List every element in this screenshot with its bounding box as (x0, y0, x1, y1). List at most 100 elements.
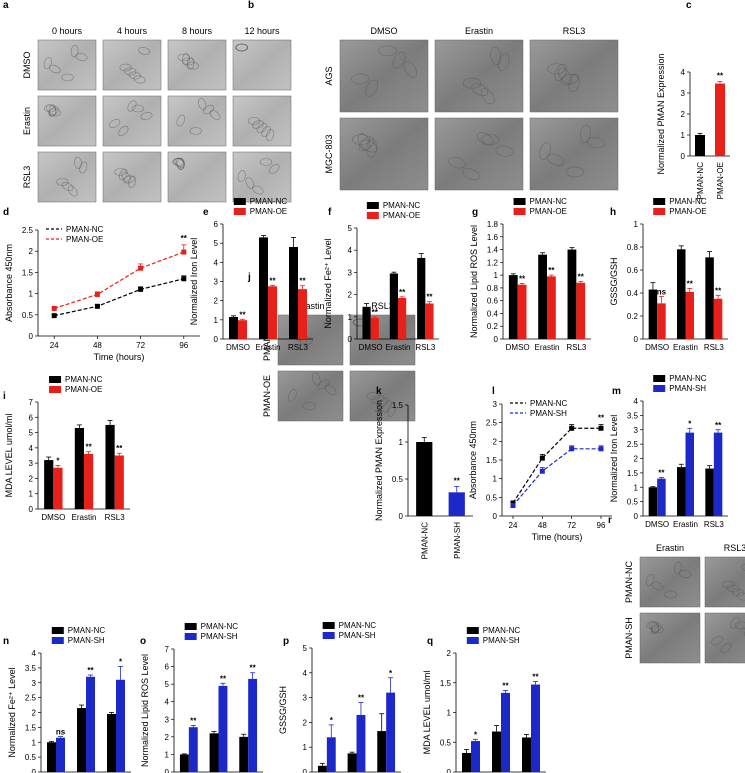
data-point (598, 446, 604, 452)
micrograph-frame (529, 117, 619, 191)
micrograph-image (434, 117, 524, 191)
micrograph-texture (186, 57, 195, 70)
significance-mark: ** (715, 421, 722, 430)
y-tick-label: 0 (348, 335, 353, 344)
micrograph-row-label: PMAN-NC (262, 319, 272, 361)
x-tick-label: 24 (50, 341, 59, 350)
bar (417, 257, 426, 339)
micrograph-texture (266, 129, 275, 141)
bar (677, 249, 686, 339)
y-tick-label: 4 (681, 68, 686, 77)
y-tick-label: 2 (214, 297, 219, 306)
y-tick-label: 0.5 (440, 738, 452, 747)
micrograph-texture (568, 74, 580, 93)
bar (326, 737, 336, 772)
significance-mark: ** (358, 694, 365, 703)
y-tick-label: 0.2 (487, 322, 499, 331)
micrograph-col-label: RSL3 (563, 26, 586, 36)
micrograph-texture (118, 168, 128, 181)
panel-label-a: a (3, 0, 9, 11)
x-tick-label: 72 (567, 521, 576, 530)
legend-entry: PMAN-NC (483, 626, 521, 635)
micrograph-frame (37, 151, 97, 203)
micrograph-image (37, 151, 97, 203)
micrograph-image (167, 39, 227, 91)
panel-label-f: f (328, 207, 332, 218)
micrograph-texture (547, 63, 566, 75)
x-tick-label: 48 (538, 521, 547, 530)
x-tick-label: Erastin (386, 343, 411, 352)
micrograph-image (639, 612, 701, 664)
y-tick-label: 2.5 (25, 694, 37, 703)
bar (492, 731, 501, 772)
legend-swatch (51, 637, 64, 644)
y-tick-label: 2 (447, 649, 452, 658)
micrograph-texture (261, 125, 271, 138)
y-tick-label: 0.2 (627, 312, 639, 321)
legend-swatch (51, 627, 64, 634)
y-tick-label: 5 (29, 429, 34, 438)
legend-swatch (49, 386, 62, 393)
y-tick-label: 6 (214, 220, 219, 229)
y-axis-label: Absorbance 450nm (468, 421, 478, 499)
micrograph-image (639, 556, 701, 608)
legend-swatch (366, 212, 379, 219)
data-point (181, 249, 187, 255)
micrograph-texture (497, 53, 510, 72)
chart-e: e 0 1 2 3 4 5 6 Normalized Iron Level PMAN-NCPMAN… (189, 197, 313, 352)
legend-swatch (653, 198, 666, 205)
data-point (569, 425, 575, 431)
micrograph-texture (127, 100, 137, 112)
data-point (569, 446, 575, 452)
y-tick-label: 0.4 (487, 309, 499, 318)
micrograph-frame (167, 151, 227, 203)
data-point (181, 276, 187, 282)
significance-mark: ** (658, 468, 665, 477)
micrograph-texture (128, 175, 136, 189)
y-tick-label: 1.5 (440, 679, 452, 688)
y-tick-label: 0 (165, 768, 170, 773)
y-tick-label: 0.4 (627, 289, 639, 298)
micrograph-texture (138, 46, 151, 56)
micrograph-texture (74, 156, 82, 170)
bar (370, 317, 379, 339)
y-tick-label: 1 (493, 475, 498, 484)
x-tick-label: 48 (93, 341, 102, 350)
bar (398, 297, 407, 339)
x-tick-label: Erastin (673, 520, 698, 529)
x-tick-label: Erastin (673, 343, 698, 352)
bar (685, 291, 694, 339)
series-line (54, 251, 185, 310)
legend-entry: PMAN-SH (669, 384, 706, 393)
y-tick-label: 4 (348, 246, 353, 255)
micrograph-frame (639, 556, 701, 608)
micrograph-image (232, 95, 292, 147)
significance-mark: ** (220, 674, 227, 683)
micrograph-texture (471, 83, 489, 96)
micrograph-row-label: DMSO (22, 52, 32, 79)
micrograph-texture (61, 73, 74, 82)
legend-entry: PMAN-SH (68, 636, 105, 645)
data-point (51, 313, 57, 319)
panel-label-n: n (3, 636, 9, 647)
series-line (512, 448, 601, 506)
bar (501, 692, 510, 772)
y-tick-label: 0 (29, 505, 34, 514)
micrograph-frame (339, 39, 429, 113)
micrograph-texture (209, 110, 221, 120)
micrograph-texture (730, 617, 740, 629)
micrograph-texture (119, 63, 132, 72)
bar (56, 737, 65, 772)
legend-entry: PMAN-OE (383, 211, 420, 220)
x-tick-label: PMAN-NC (696, 162, 705, 200)
micrograph-texture (580, 124, 591, 143)
bar (517, 284, 527, 339)
micrograph-texture (259, 158, 273, 166)
significance-mark: * (119, 657, 123, 666)
significance-mark: ** (548, 266, 555, 275)
micrograph-col-label: Erastin (465, 26, 493, 36)
chart-d: d 0 0.5 1 1.5 2 2.5 Absorbance 450nm 24 48 72 96 Tim… (3, 207, 200, 362)
bar (77, 708, 86, 772)
significance-mark: * (474, 730, 478, 739)
